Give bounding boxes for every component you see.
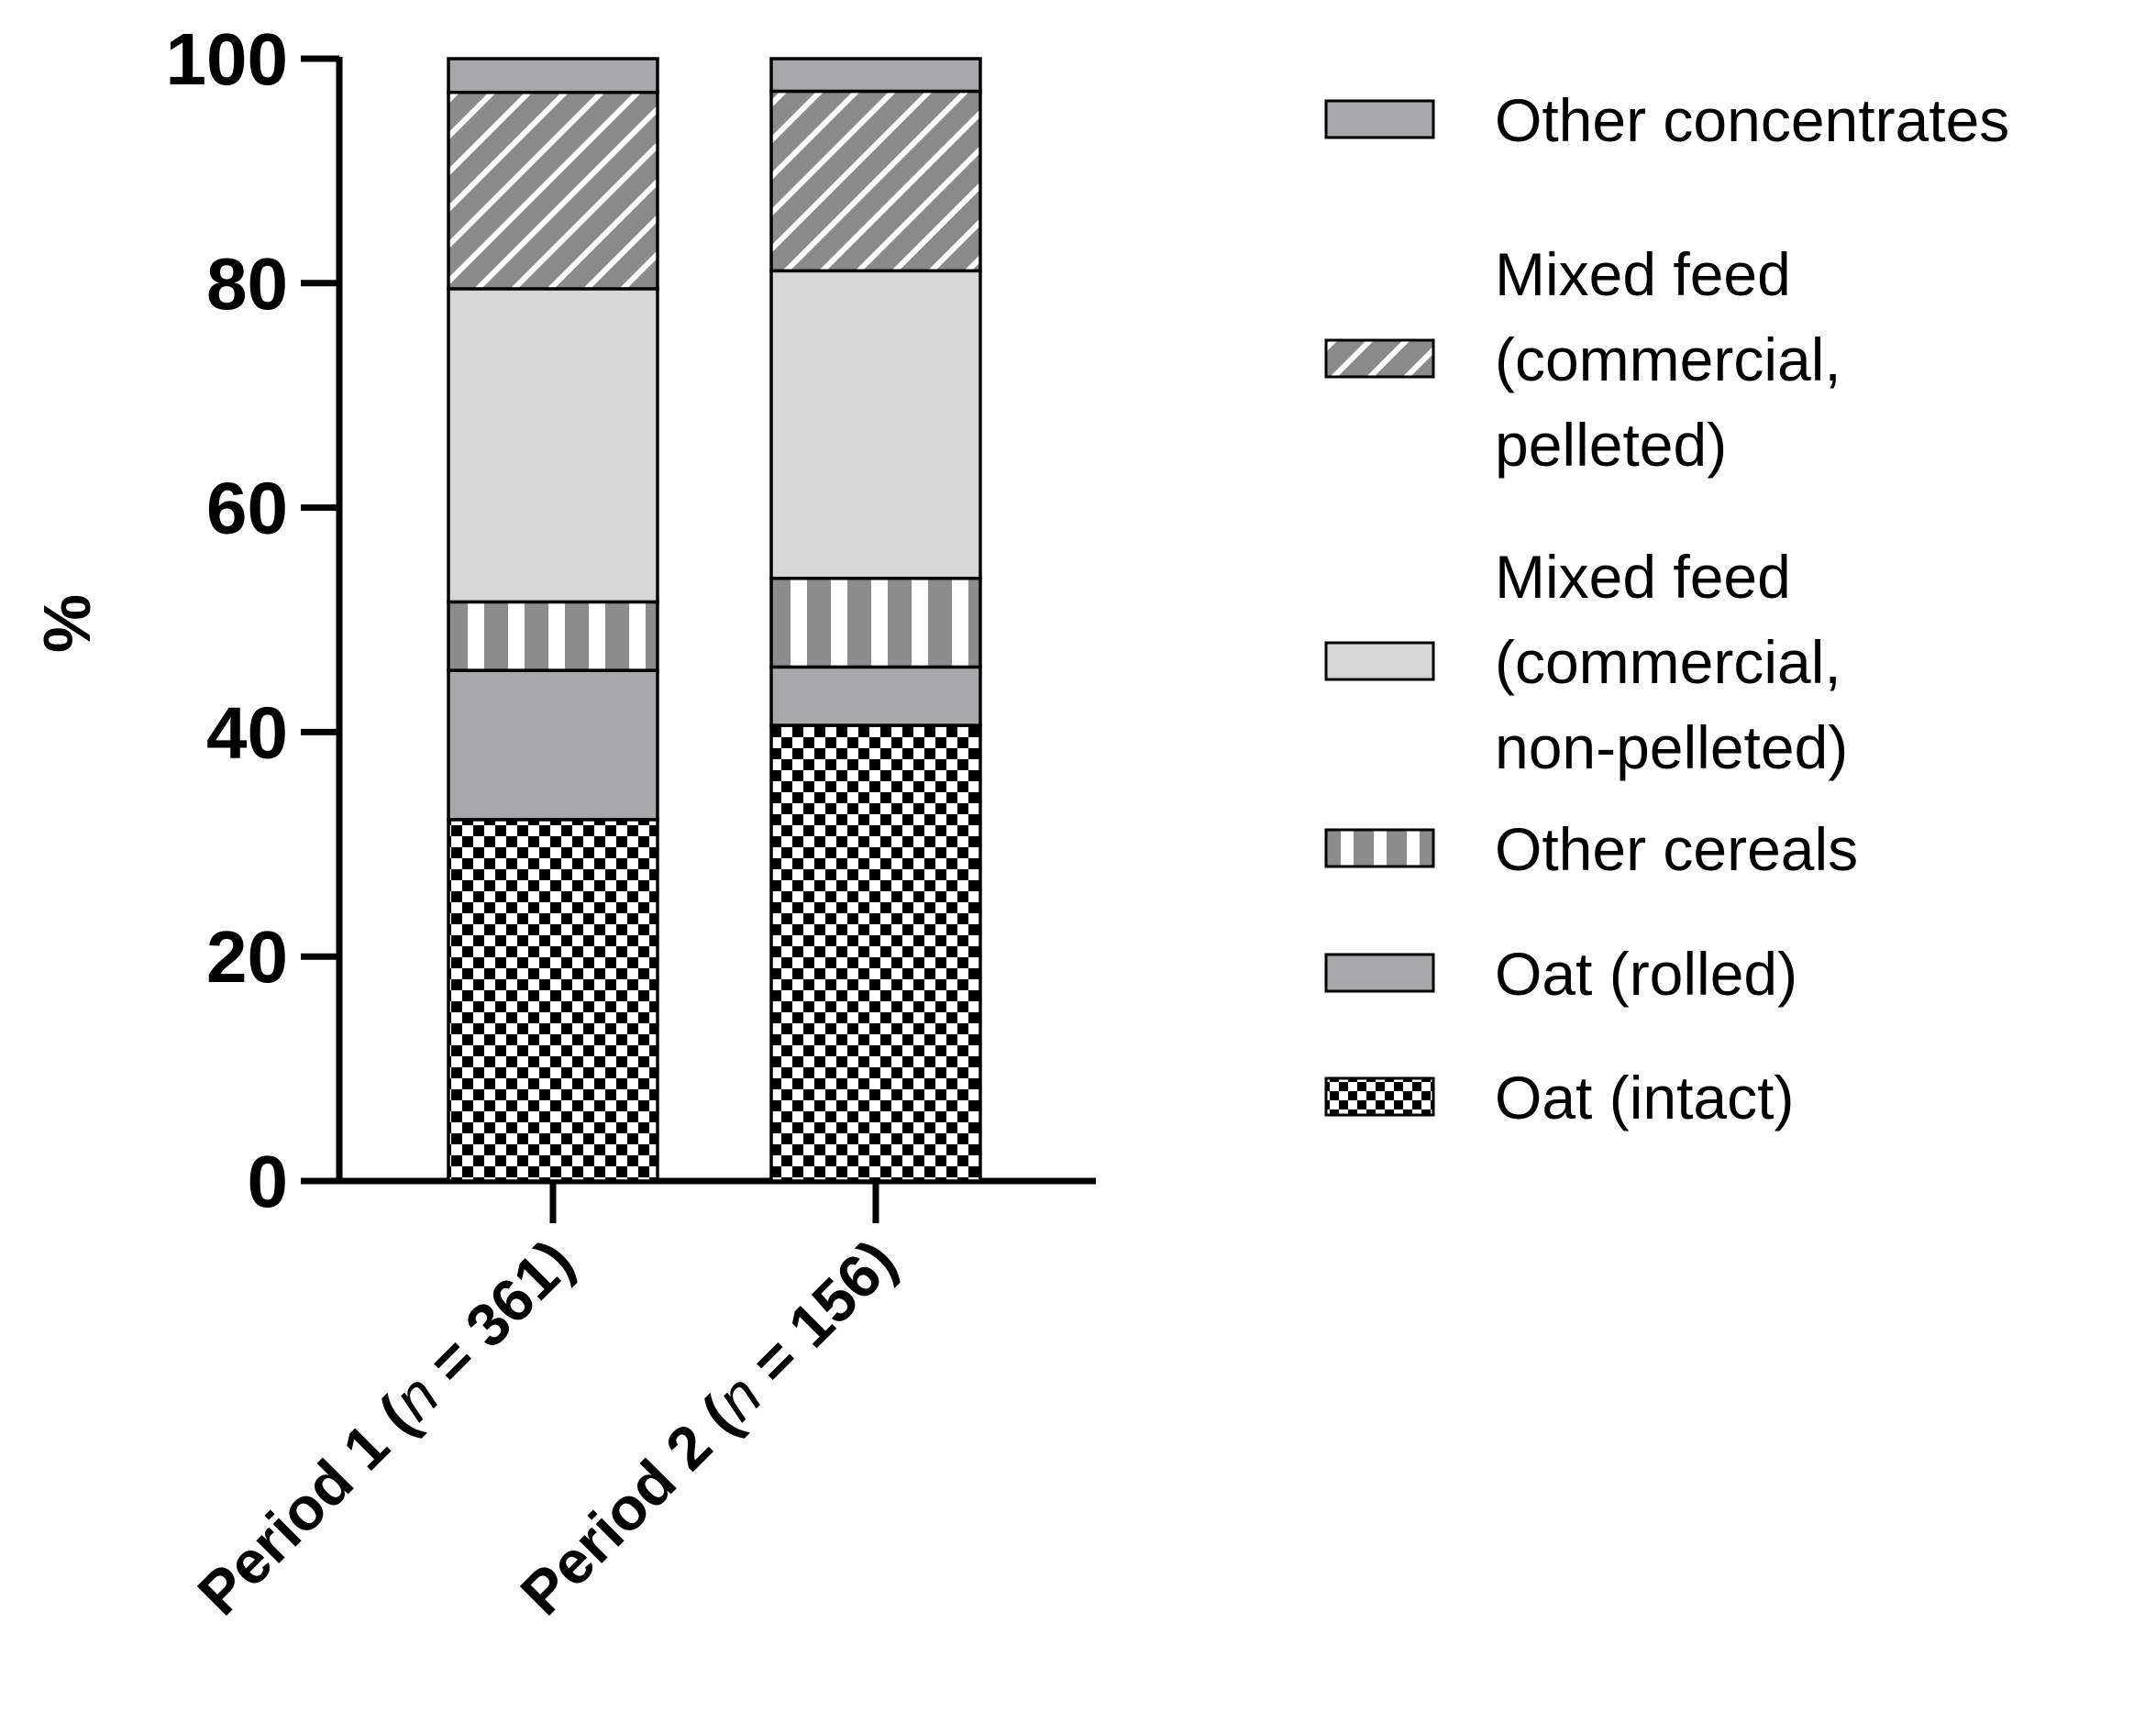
bar-segment-other-cereals (447, 600, 659, 672)
bar-segment-oat-intact (769, 723, 982, 1183)
bar-segment-mixed-feed-commercial-pelleted (769, 89, 982, 273)
legend-label: (commercial, (1495, 628, 1841, 696)
legend-item-mixed-feed-commercial-pelleted: Mixed feed (commercial, pelleted) (1324, 240, 1841, 479)
bar-segment-mixed-feed-commercial-non-pelleted (769, 269, 982, 580)
bar-segment-oat-intact (447, 818, 659, 1183)
legend-item-other-cereals: Other cereals (1324, 815, 1858, 883)
bar-stacks (447, 57, 982, 1183)
legend-label: non-pelleted) (1495, 713, 1848, 781)
legend-label: Oat (intact) (1495, 1064, 1794, 1131)
legend-swatch (1324, 99, 1435, 139)
bar-segment-mixed-feed-commercial-non-pelleted (447, 287, 659, 604)
legend: Other concentrates Mixed feed (commercial,… (1324, 86, 2009, 1131)
legend-label: Other cereals (1495, 815, 1858, 883)
y-axis: 0 20 40 60 80 100 (166, 18, 343, 1222)
bar-segment-other-concentrates (447, 57, 659, 94)
legend-label: pelleted) (1495, 411, 1727, 479)
legend-label: Other concentrates (1495, 86, 2009, 154)
legend-label: Oat (rolled) (1495, 940, 1797, 1008)
y-tick-label: 0 (248, 1141, 289, 1222)
legend-item-oat-intact: Oat (intact) (1324, 1064, 1794, 1131)
y-tick-label: 40 (206, 691, 288, 773)
legend-label: Mixed feed (1495, 240, 1791, 308)
y-tick-label: 80 (206, 243, 288, 325)
legend-swatch (1324, 641, 1435, 681)
y-tick-label: 60 (206, 468, 288, 549)
y-tick-label: 20 (206, 916, 288, 998)
bar-segment-oat-rolled (447, 668, 659, 822)
y-axis-title: % (31, 594, 105, 653)
bar-segment-oat-rolled (769, 665, 982, 727)
legend-item-mixed-feed-commercial-non-pelleted: Mixed feed (commercial, non-pelleted) (1324, 543, 1848, 781)
legend-label: Mixed feed (1495, 543, 1791, 611)
legend-item-other-concentrates: Other concentrates (1324, 86, 2009, 154)
legend-item-oat-rolled: Oat (rolled) (1324, 940, 1797, 1008)
y-tick-label: 100 (166, 18, 288, 100)
category-labels: Period 1 (n = 361)Period 2 (n = 156) (184, 1227, 909, 1628)
legend-swatch (1324, 338, 1435, 379)
bar-segment-mixed-feed-commercial-pelleted (447, 90, 659, 291)
legend-label: (commercial, (1495, 326, 1841, 393)
legend-swatch (1324, 1076, 1435, 1117)
x-axis (337, 1177, 1096, 1223)
legend-swatch (1324, 953, 1435, 993)
bar-segment-other-cereals (769, 576, 982, 669)
legend-swatch (1324, 828, 1435, 868)
bar-segment-other-concentrates (769, 57, 982, 94)
